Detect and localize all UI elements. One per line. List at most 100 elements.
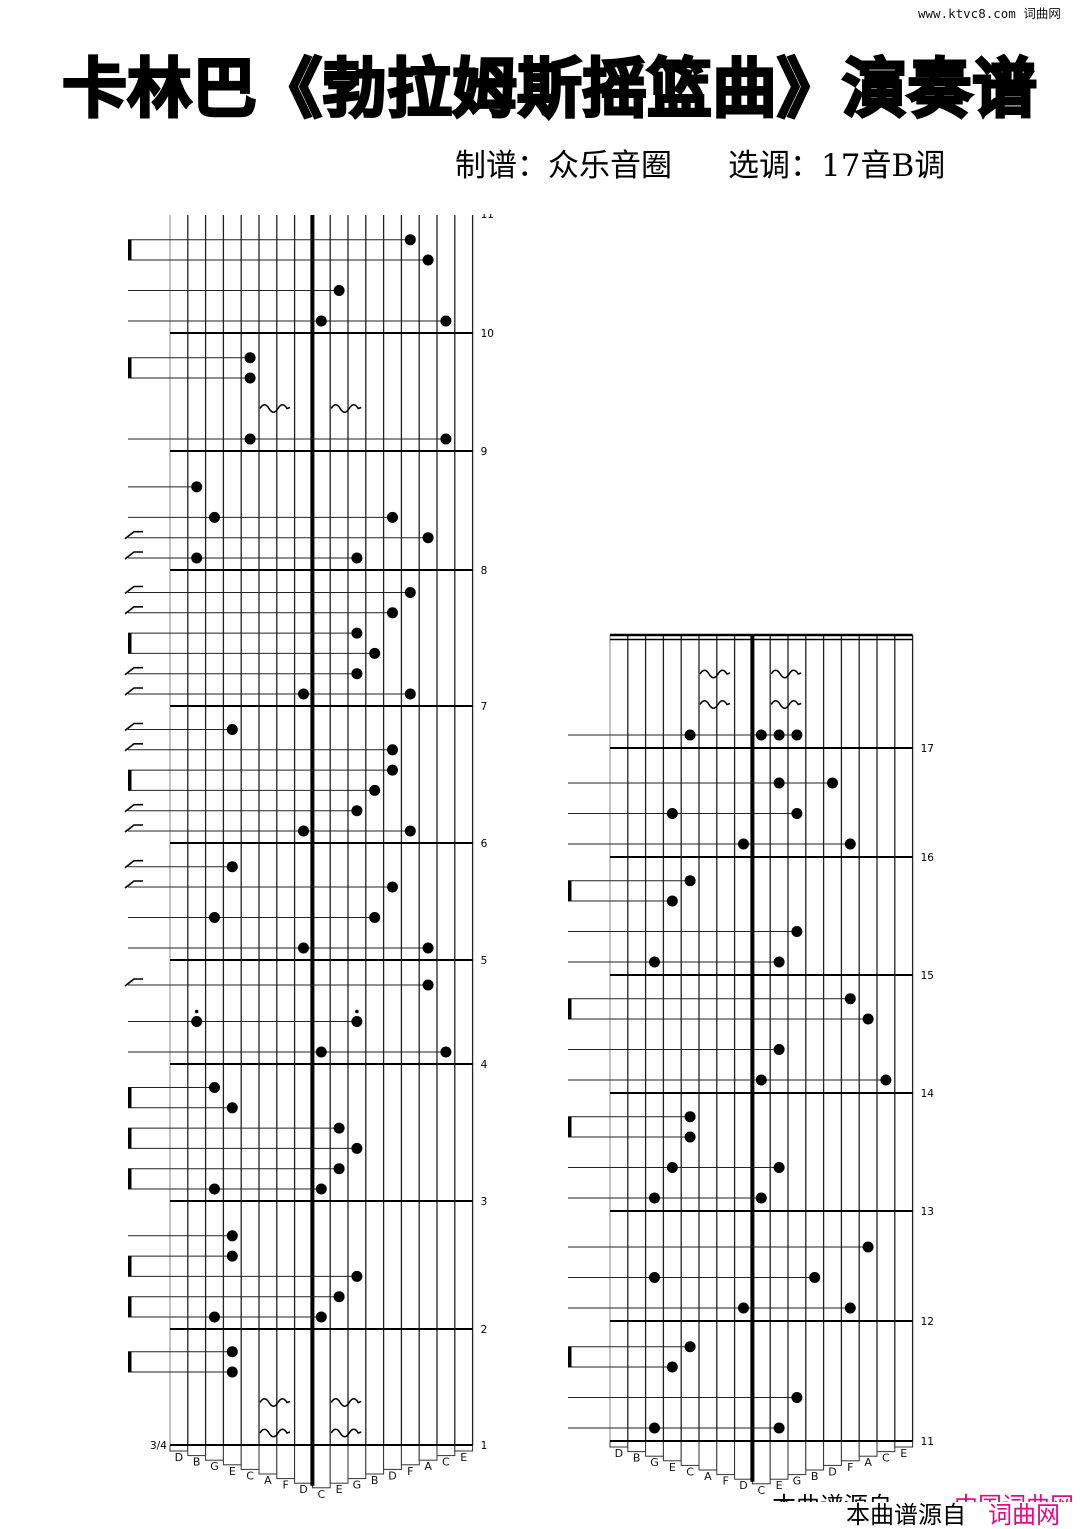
note-b5 [191,1016,203,1027]
tine-end-a [418,1444,438,1461]
tine-label: D [388,1469,396,1482]
eighth-flag [124,551,143,560]
key-info: 选调：17音B调 [728,148,946,184]
eighth-flag [124,687,143,696]
tine-label: E [900,1447,907,1460]
measure-number: 11 [921,1436,934,1448]
note-e4 [333,1291,345,1303]
tine-label: C [686,1465,694,1478]
note-c4 [315,1046,327,1058]
note-e5 [226,724,238,735]
tine-end-e [662,1440,682,1462]
tine-end-g [205,1444,224,1461]
tine-label: F [723,1475,729,1488]
tine-end-e [222,1444,242,1466]
site-url: www.ktvc8.com 词曲网 [918,6,1061,21]
note-g4 [351,1142,363,1154]
tine-end-f [276,1444,296,1480]
tine-label: F [283,1479,289,1492]
note-e4 [333,1122,345,1134]
rest-symbol [259,1397,291,1408]
eighth-flag [124,803,143,813]
note-b5 [191,481,203,493]
note-c6 [880,1074,892,1086]
note-d5 [827,777,838,789]
arranger-credit: 制谱：众乐音圈 [455,148,672,184]
eighth-beam [568,880,572,901]
eighth-flag [124,585,143,595]
note-g4 [791,926,803,937]
subtitle: 制谱：众乐音圈 选调：17音B调 [455,140,945,185]
tine-end-e [329,1444,349,1484]
note-e4 [773,729,785,741]
note-g4 [791,729,803,741]
tine-end-f [716,1440,736,1476]
note-c4 [315,315,327,327]
note-f5 [844,838,856,850]
eighth-beam [128,1087,132,1108]
note-d4 [738,838,749,850]
tine-end-c [680,1440,700,1466]
note-g5 [649,1422,660,1434]
note-g5 [649,956,660,968]
measure-number: 7 [481,701,488,713]
note-f5 [404,825,416,837]
tine-label: G [353,1479,362,1492]
tine-end-b [805,1440,825,1471]
note-c4 [315,1311,327,1323]
measure-number: 15 [921,970,934,982]
note-f5 [404,234,416,246]
rest-symbol [770,699,802,710]
clip-mask [478,203,499,214]
note-d5 [387,607,398,619]
note-e5 [666,1162,678,1173]
tine-label: E [460,1451,467,1464]
note-c4 [755,1074,767,1086]
tine-end-d [823,1440,842,1466]
eighth-beam [128,1256,132,1277]
note-c5 [684,1111,696,1123]
note-a5 [862,1241,874,1253]
note-d5 [387,881,398,893]
tine-label: A [424,1460,432,1473]
note-g5 [649,1192,660,1204]
watermark-prefix-cut: 本曲谱源自 [772,1492,892,1502]
eighth-beam [128,1168,132,1189]
note-e5 [226,1250,238,1262]
tine-label: F [847,1461,853,1474]
tine-end-a [258,1444,278,1475]
note-c5 [684,729,696,741]
time-signature: 3/4 [150,1440,167,1452]
tine-end-c [240,1444,260,1470]
measure-number: 4 [481,1059,488,1071]
note-f5 [844,993,856,1005]
note-g4 [351,668,363,680]
eighth-beam [128,1128,132,1149]
note-d5 [387,744,398,756]
eighth-beam [568,1116,572,1137]
tine-label: C [246,1469,254,1482]
eighth-beam [128,1296,132,1317]
eighth-flag [124,880,143,889]
watermark-site-cut: 中国词曲网 [954,1492,1072,1502]
eighth-flag [124,666,143,676]
note-e4 [333,285,345,296]
tine-label: D [299,1483,307,1496]
tine-end-f [840,1440,860,1462]
measure-number: 8 [481,565,488,577]
note-g5 [209,1183,220,1195]
tine-label: G [793,1475,802,1488]
eighth-flag [124,824,143,833]
note-g4 [351,552,363,564]
watermark-cut: 本曲谱源自 中国词曲网 [772,1492,1072,1502]
note-e4 [773,956,785,968]
eighth-beam [128,1351,132,1372]
tine-end-c [311,1444,331,1489]
tine-end-b [627,1440,647,1453]
note-a5 [422,942,434,954]
note-f5 [404,688,416,700]
tine-label: E [229,1465,236,1478]
note-g5 [209,1082,220,1093]
rest-symbol [699,699,731,710]
note-g5 [209,1311,220,1323]
